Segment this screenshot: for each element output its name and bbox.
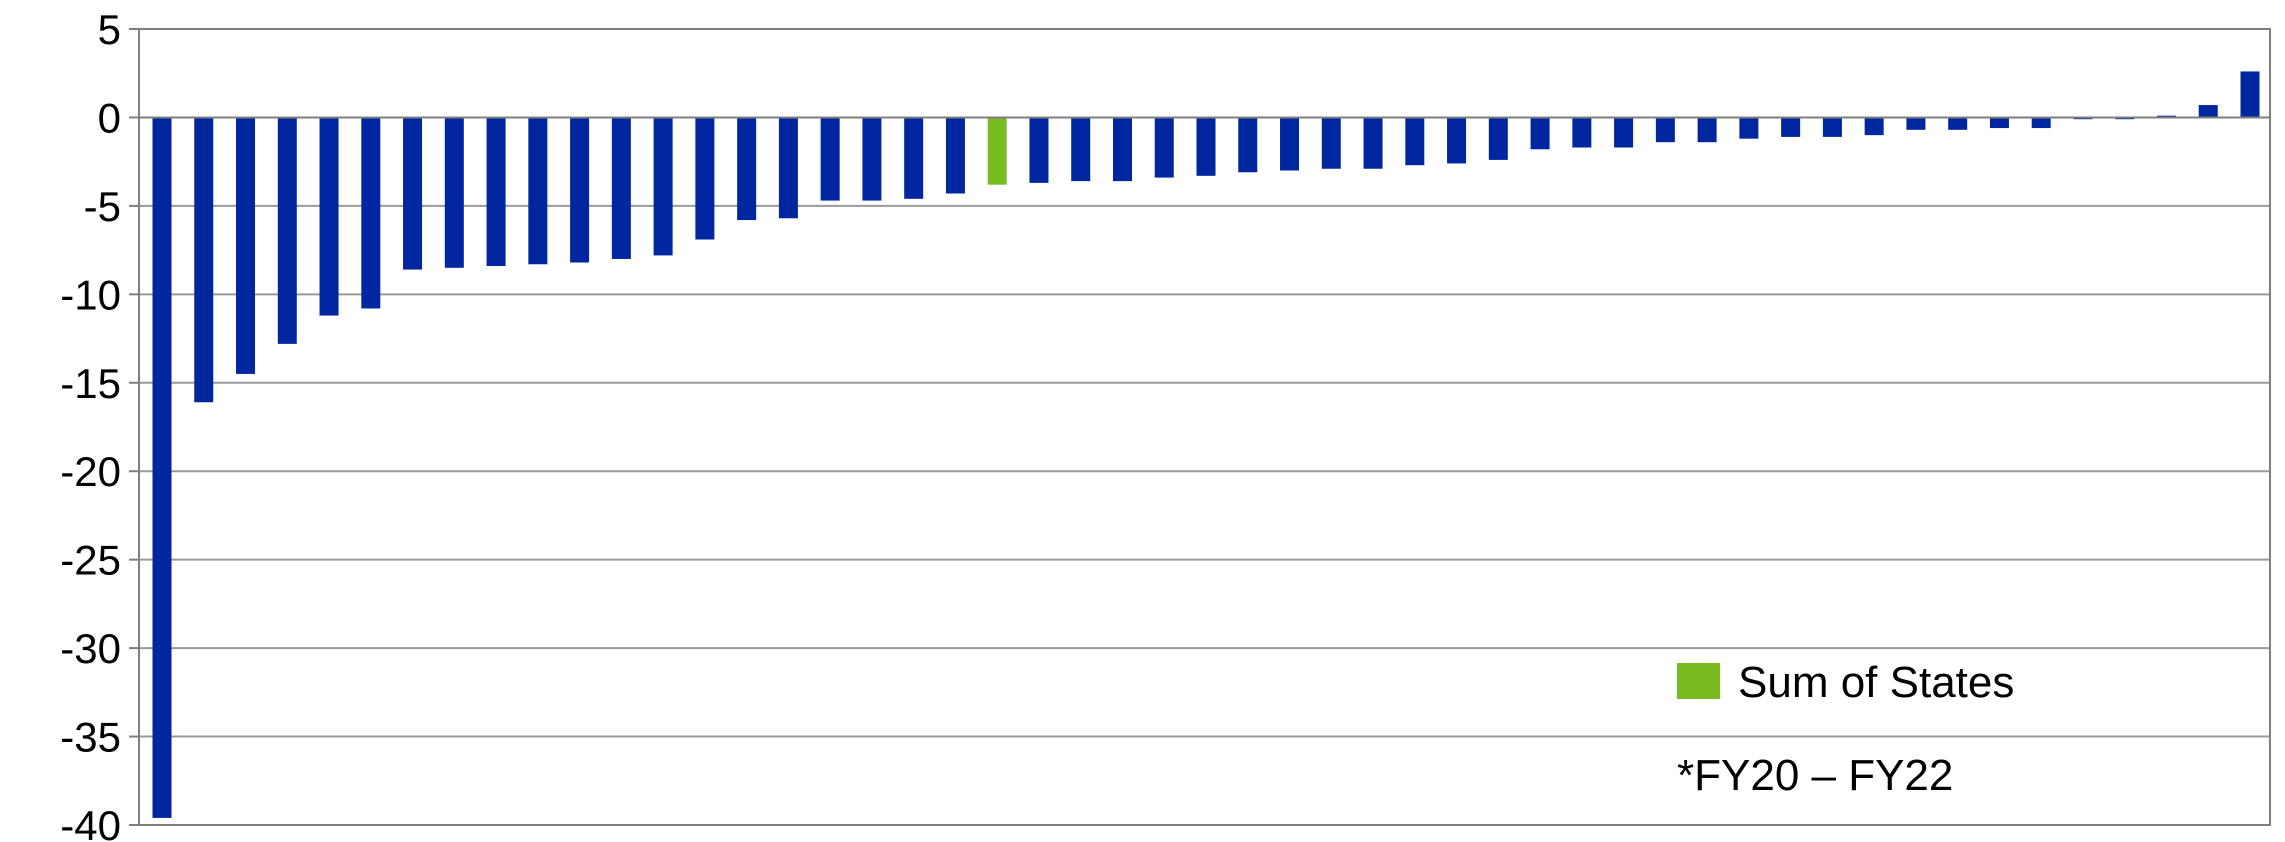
bar [1447, 117, 1467, 164]
bar [1781, 117, 1801, 137]
bar [277, 117, 297, 344]
bar [1697, 117, 1717, 143]
bar [778, 117, 798, 219]
bar [862, 117, 882, 201]
legend: Sum of States [1677, 658, 2014, 707]
y-axis-ticks: 5 0 -5 -10 -15 -20 -25 -30 -35 -40 [60, 6, 139, 842]
bar [1154, 117, 1174, 178]
bar [194, 117, 214, 403]
bar [653, 117, 673, 256]
legend-swatch [1677, 663, 1720, 699]
bar [1238, 117, 1258, 173]
y-tick-label: -40 [60, 802, 121, 842]
y-tick-label: 5 [98, 6, 121, 53]
bar [1655, 117, 1675, 143]
y-tick-label: -20 [60, 448, 121, 495]
bar [236, 117, 256, 374]
bar [1029, 117, 1049, 183]
y-tick-label: -5 [84, 183, 121, 230]
bar [1071, 117, 1091, 182]
bar [1112, 117, 1132, 182]
bar [403, 117, 423, 270]
bar [1948, 117, 1968, 130]
bar [1363, 117, 1383, 169]
bar [528, 117, 548, 265]
bar [1614, 117, 1634, 148]
bar [695, 117, 715, 240]
y-tick-label: -35 [60, 714, 121, 761]
y-tick-label: -10 [60, 271, 121, 318]
bar [2198, 105, 2218, 118]
bar [904, 117, 924, 199]
bar [486, 117, 506, 267]
bar [152, 117, 172, 818]
bar [570, 117, 590, 263]
bar [737, 117, 757, 221]
bars [152, 71, 2260, 818]
y-tick-label: -15 [60, 360, 121, 407]
bar [1405, 117, 1425, 166]
bar-sum-of-states [987, 117, 1007, 185]
bar [361, 117, 381, 309]
bar [319, 117, 339, 316]
legend-label: Sum of States [1738, 658, 2014, 707]
bar [1488, 117, 1508, 160]
plot-frame [138, 28, 2271, 826]
bar [820, 117, 840, 201]
bar [2031, 117, 2051, 129]
bar [1572, 117, 1592, 148]
bar [1906, 117, 1926, 130]
y-tick-label: 0 [98, 94, 121, 141]
bar [945, 117, 965, 194]
bar [444, 117, 464, 268]
bar [1196, 117, 1216, 176]
bar [1280, 117, 1300, 171]
y-tick-label: -25 [60, 537, 121, 584]
annotation-note: *FY20 – FY22 [1677, 751, 1953, 800]
bar [1864, 117, 1884, 136]
bar [1822, 117, 1842, 137]
bar [1739, 117, 1759, 139]
bar [2240, 71, 2260, 118]
bar [1530, 117, 1550, 150]
bar [1989, 117, 2009, 129]
y-tick-label: -30 [60, 625, 121, 672]
bar [611, 117, 631, 259]
bar [1321, 117, 1341, 169]
